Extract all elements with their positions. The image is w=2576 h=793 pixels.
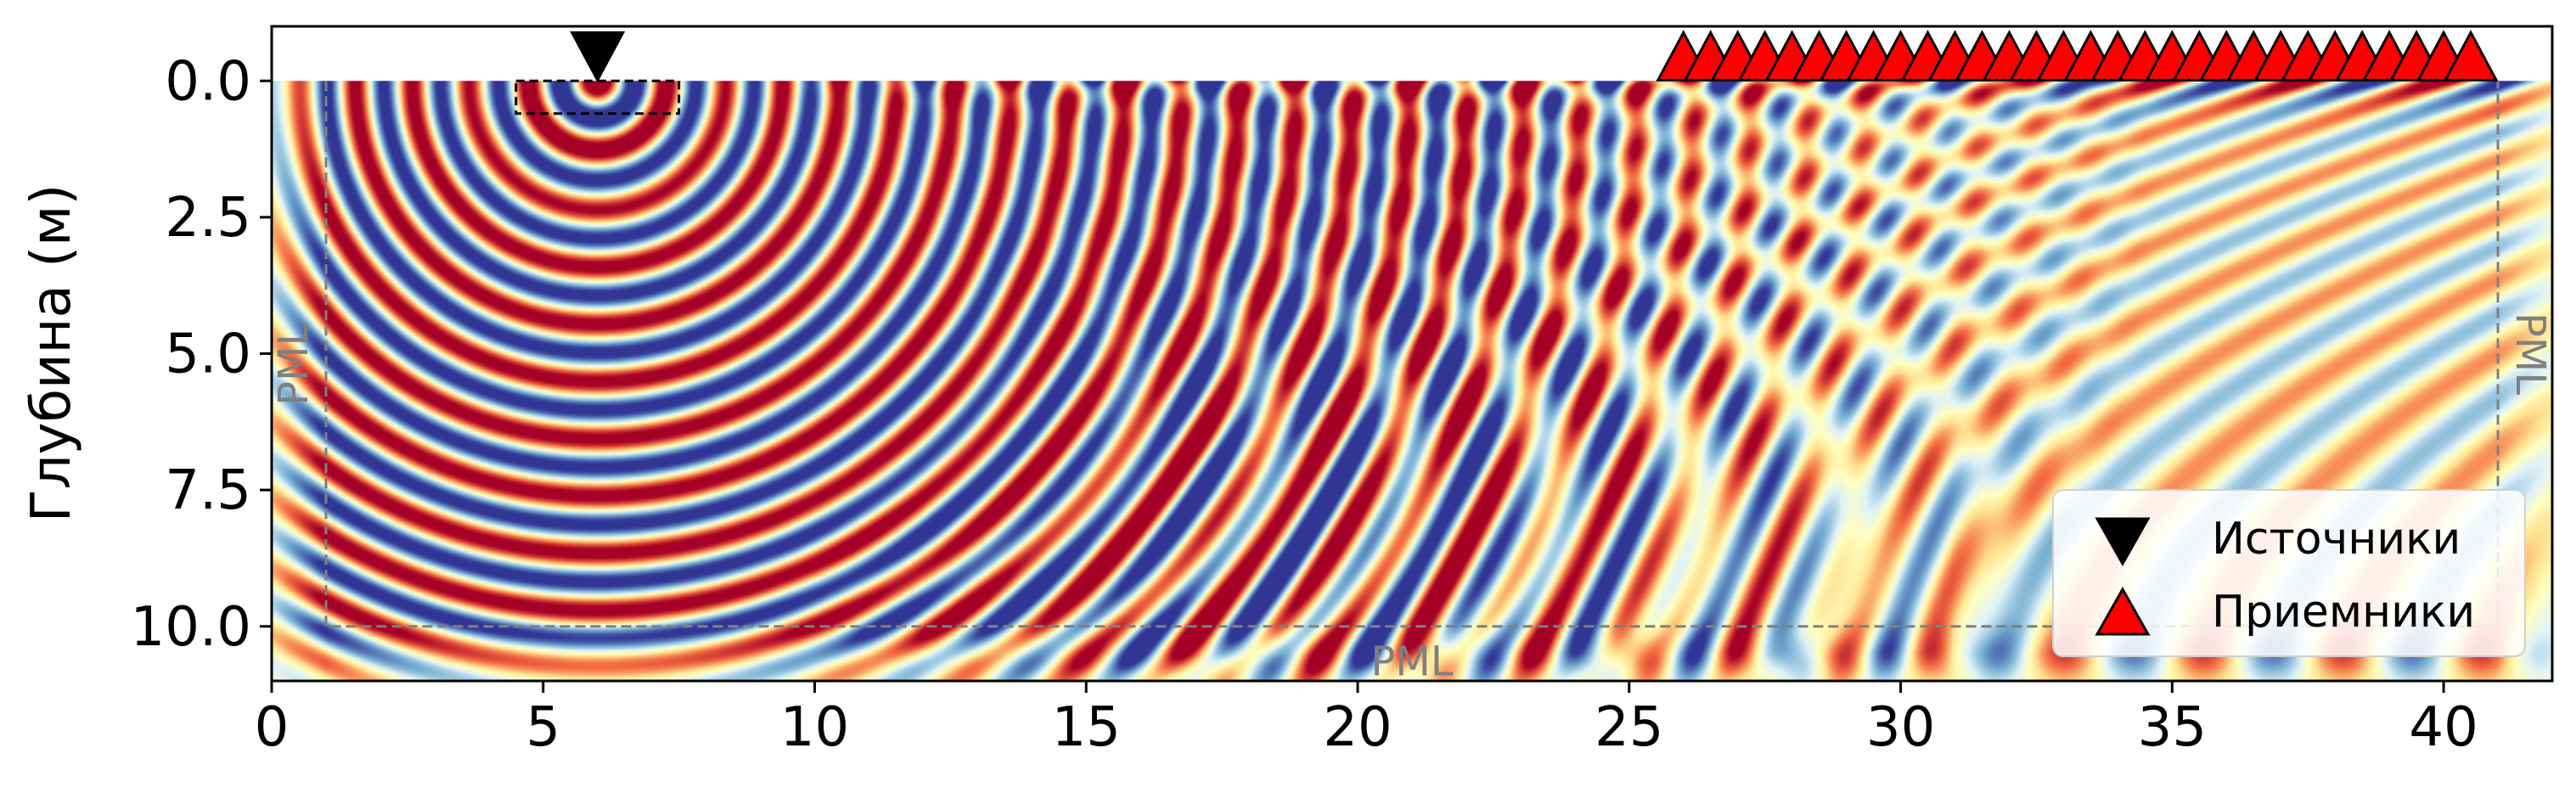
x-axis: 0 5 10 15 20 25 30 35 40 [255, 681, 2478, 759]
y-tick-label: 5.0 [165, 323, 251, 386]
legend-box [2052, 489, 2526, 657]
x-tick-label: 30 [1866, 696, 1935, 759]
x-tick-label: 25 [1595, 696, 1663, 759]
receiver-marker [2443, 30, 2499, 82]
markers [570, 30, 2499, 83]
legend-label-receivers: Приемники [2212, 587, 2475, 638]
legend-source-marker [2095, 517, 2151, 567]
x-tick-label: 15 [1052, 696, 1121, 759]
pml-dashed-line [324, 81, 2500, 628]
legend-receiver-marker [2095, 586, 2151, 636]
legend: Источники Приемники [2052, 489, 2526, 657]
y-axis-label: Глубина (м) [20, 184, 83, 523]
pml-label: PML [1370, 638, 1453, 686]
x-tick-label: 10 [780, 696, 849, 759]
y-tick-label: 7.5 [165, 459, 251, 522]
x-tick-label: 40 [2409, 696, 2478, 759]
pml-label: PML [2506, 312, 2554, 395]
y-tick-label: 2.5 [165, 187, 251, 250]
x-tick-label: 20 [1323, 696, 1392, 759]
y-tick-label: 10.0 [131, 596, 252, 659]
source-box-outline [515, 79, 681, 115]
wavefield-heatmap [272, 26, 2552, 681]
x-tick-label: 5 [526, 696, 560, 759]
y-axis: 0.0 2.5 5.0 7.5 10.0 [131, 50, 272, 659]
pml-label: PML [270, 323, 318, 406]
legend-label-sources: Источники [2212, 514, 2461, 565]
source-box [515, 79, 681, 115]
source-marker [570, 31, 626, 83]
pml-boundary: PML PML PML [270, 81, 2554, 686]
x-tick-label: 35 [2138, 696, 2207, 759]
x-tick-label: 0 [255, 696, 290, 759]
y-tick-label: 0.0 [165, 50, 251, 113]
